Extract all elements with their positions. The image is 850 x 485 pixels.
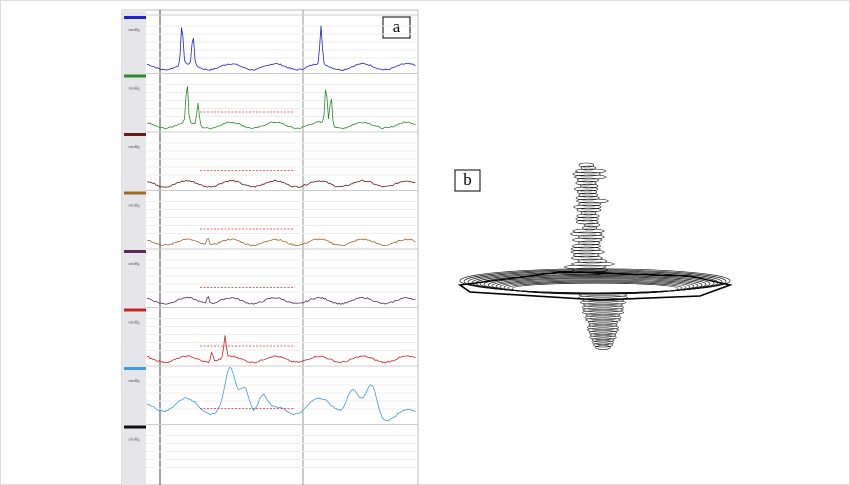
axis-unit: mmHg — [128, 27, 139, 32]
stem-ring — [587, 325, 619, 330]
axis-unit: mmHg — [128, 319, 139, 324]
stem-ring — [575, 216, 599, 222]
stem-ring — [578, 201, 602, 207]
stem-ring — [591, 337, 615, 343]
stem-ring — [570, 249, 605, 255]
stem-ring — [582, 307, 624, 313]
stem-ring — [587, 327, 619, 333]
stem-ring — [580, 165, 596, 171]
stem-ring — [583, 302, 623, 308]
stem-ring — [578, 292, 628, 298]
stem-ring — [580, 183, 599, 189]
stem-ring — [577, 258, 608, 264]
stem-ring — [585, 312, 621, 318]
stem-ring — [570, 231, 603, 237]
trace — [146, 335, 416, 364]
stem-ring — [578, 240, 601, 246]
stem-ring — [589, 332, 617, 338]
stem-ring — [577, 234, 605, 240]
stem-ring — [576, 219, 599, 225]
stem-ring — [575, 168, 606, 174]
axis-unit: mmHg — [128, 261, 139, 266]
stem-ring — [572, 228, 605, 234]
stem-ring — [572, 243, 601, 249]
stem-ring — [576, 177, 599, 183]
stem-ring — [564, 264, 607, 270]
stem-ring — [578, 192, 598, 198]
axis-unit: mmHg — [128, 85, 139, 90]
channel-color — [124, 16, 146, 19]
trace — [146, 86, 416, 130]
axis-unit: mmHg — [128, 202, 139, 207]
stem-ring — [571, 267, 609, 273]
axis-unit: mmHg — [128, 378, 139, 383]
stem-ring — [582, 225, 598, 231]
axis-unit: mmHg — [128, 436, 139, 441]
channel-color — [124, 191, 146, 195]
channel-color — [124, 250, 146, 253]
axis-unit: mmHg — [128, 144, 139, 149]
stem-ring — [574, 174, 607, 180]
stem-ring — [588, 322, 618, 328]
stem-ring — [573, 252, 600, 258]
channel-color — [124, 74, 146, 78]
trace — [146, 238, 416, 247]
stem-ring — [588, 330, 618, 335]
stem-ring — [592, 340, 614, 345]
stem-ring — [576, 198, 609, 204]
stem-ring — [576, 213, 600, 219]
stem-ring — [585, 317, 621, 323]
surface-ring — [511, 282, 679, 295]
stem-ring — [573, 204, 602, 210]
stem-ring — [593, 342, 613, 348]
stem-ring — [572, 171, 601, 177]
stem-ring — [595, 345, 611, 350]
panel-a-frame — [121, 9, 419, 485]
panel-b: b — [454, 162, 733, 350]
channel-strip — [122, 10, 146, 485]
stem-ring — [576, 207, 602, 213]
stem-ring — [575, 180, 597, 186]
stem-ring — [589, 335, 617, 340]
stem-ring — [578, 162, 595, 168]
stem-ring — [570, 246, 601, 252]
stem-ring — [581, 210, 596, 216]
channel-color — [124, 367, 146, 370]
stem-ring — [581, 310, 625, 315]
stem-ring — [572, 237, 603, 243]
trace — [146, 25, 416, 71]
stem-ring — [584, 222, 600, 228]
stem-ring — [584, 315, 622, 320]
trace — [146, 296, 416, 305]
trace — [146, 367, 416, 422]
stem-ring — [575, 195, 600, 201]
channel-color — [124, 308, 146, 312]
stem-ring — [571, 261, 615, 267]
channel-color — [124, 133, 146, 136]
stem-ring — [587, 320, 619, 325]
panel-label-box — [454, 169, 481, 192]
outline — [457, 271, 733, 301]
channel-color — [124, 425, 146, 429]
stem-ring — [581, 297, 625, 303]
stem-ring — [581, 305, 625, 310]
stem-ring — [576, 189, 598, 195]
panel-label-box — [382, 16, 411, 39]
trace — [146, 179, 416, 188]
stem-ring — [570, 255, 603, 261]
stem-ring — [573, 186, 599, 192]
panel-label: b — [463, 170, 472, 189]
